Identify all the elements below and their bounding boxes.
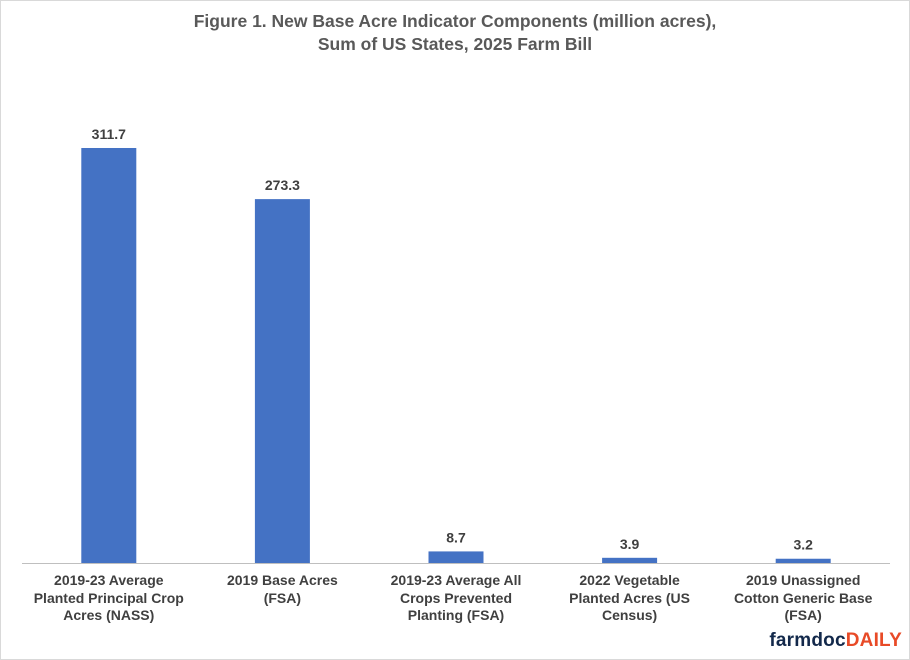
data-label-5: 3.2: [793, 537, 813, 553]
x-tick-label-4: 2022 Vegetable Planted Acres (US Census): [545, 572, 715, 625]
x-tick-label-3: 2019-23 Average All Crops Prevented Planti…: [371, 572, 541, 625]
x-tick-label-3-line-3: Planting (FSA): [407, 607, 505, 623]
x-tick-label-2: 2019 Base Acres (FSA): [197, 572, 367, 607]
x-tick-label-1: 2019-23 Average Planted Principal Crop Acr…: [24, 572, 194, 625]
x-tick-label-5-line-3: (FSA): [784, 607, 822, 623]
chart-title: Figure 1. New Base Acre Indicator Compon…: [0, 10, 910, 56]
data-label-4: 3.9: [620, 536, 640, 552]
data-label-2: 273.3: [265, 177, 300, 193]
x-tick-label-4-line-3: Census): [601, 607, 658, 623]
brand-part-a: farmdoc: [769, 630, 846, 651]
chart-subtitle: Sum of US States, 2025 Farm Bill: [317, 34, 593, 54]
chart-title-line-1: Figure 1. New Base Acre Indicator Compon…: [193, 11, 717, 31]
bar-1: [81, 147, 137, 563]
x-tick-label-3-line-1: 2019-23 Average All: [390, 572, 522, 588]
bar-5: [775, 558, 831, 563]
x-tick-label-5: 2019 Unassigned Cotton Generic Base (FSA): [718, 572, 888, 625]
bar-3: [428, 551, 484, 563]
farmdoc-daily-logo: farmdocDAILY: [769, 630, 902, 652]
data-label-3: 8.7: [446, 529, 466, 545]
bar-4: [602, 557, 658, 563]
x-tick-label-2-line-2: (FSA): [263, 589, 302, 606]
x-tick-label-4-line-2: Planted Acres (US: [569, 589, 691, 606]
x-tick-label-2-line-1: 2019 Base Acres: [226, 572, 338, 588]
x-tick-label-1-line-3: Acres (NASS): [63, 607, 155, 623]
x-tick-label-5-line-2: Cotton Generic Base: [733, 589, 873, 606]
bar-2: [254, 199, 310, 563]
x-tick-label-1-line-2: Planted Principal Crop: [33, 589, 184, 606]
x-tick-label-4-line-1: 2022 Vegetable: [579, 572, 680, 588]
x-tick-label-3-line-2: Crops Prevented: [399, 589, 513, 606]
x-tick-label-1-line-1: 2019-23 Average: [54, 572, 164, 588]
x-tick-label-5-line-1: 2019 Unassigned: [745, 572, 861, 588]
brand-part-b: DAILY: [845, 630, 902, 651]
data-label-1: 311.7: [92, 126, 126, 142]
